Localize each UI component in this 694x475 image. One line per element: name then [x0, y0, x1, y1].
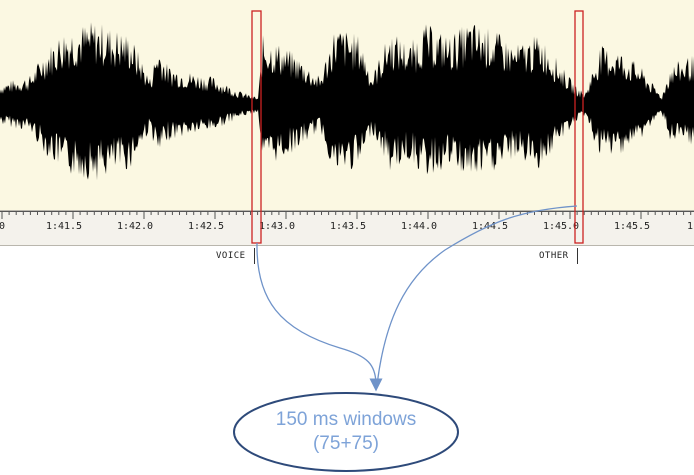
- tick-label: 1:44.0: [400, 221, 438, 232]
- callout-line-1: 150 ms windows: [275, 409, 417, 430]
- waveform-panel[interactable]: [0, 0, 694, 210]
- callout-line-2: (75+75): [312, 433, 380, 454]
- tick-label: 1:45.0: [542, 221, 580, 232]
- segment-boundary-other[interactable]: [577, 248, 578, 264]
- tick-label: 1:43.5: [329, 221, 367, 232]
- segment-label-other[interactable]: OTHER: [539, 251, 569, 261]
- arrow-from-voice-window: [256, 242, 383, 392]
- waveform-canvas: [0, 22, 694, 181]
- tick-label: 1:45.5: [613, 221, 651, 232]
- time-ruler[interactable]: 0 1:41.5 1:42.0 1:42.5 1:43.0 1:43.5 1:4…: [0, 210, 694, 246]
- tick-label: 1:43.0: [258, 221, 296, 232]
- segment-boundary-voice[interactable]: [254, 248, 255, 264]
- tick-label: 1:44.5: [471, 221, 509, 232]
- tick-label: 1:42.5: [187, 221, 225, 232]
- audio-waveform: [0, 22, 694, 181]
- tick-label: 0: [0, 221, 5, 232]
- segment-label-voice[interactable]: VOICE: [216, 251, 246, 261]
- tick-label: 1:42.0: [116, 221, 154, 232]
- window-size-callout: 150 ms windows (75+75): [234, 392, 458, 472]
- tick-label: 1:41.5: [45, 221, 83, 232]
- tick-label: 1: [686, 221, 694, 232]
